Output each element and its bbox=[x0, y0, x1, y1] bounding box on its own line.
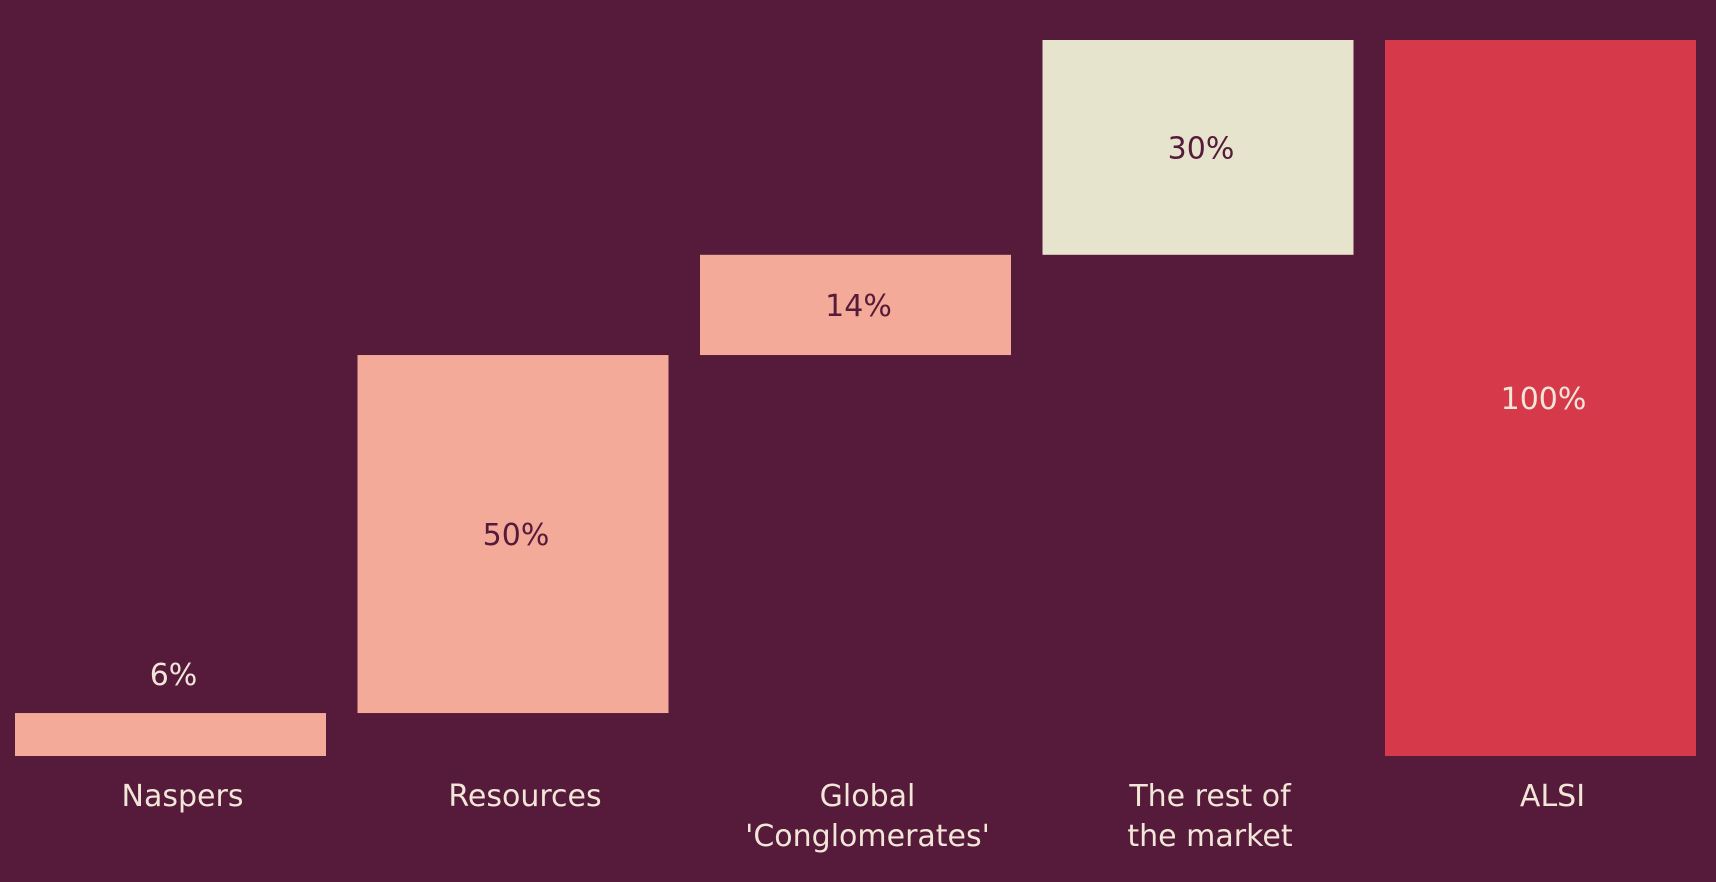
category-label-resources: Resources bbox=[448, 779, 601, 814]
value-label-the-rest-of-the-market: 30% bbox=[1168, 131, 1235, 166]
bar-the-rest-of-the-market bbox=[1042, 40, 1354, 255]
value-label-global-conglomerates: 14% bbox=[825, 289, 892, 324]
category-label-naspers: Naspers bbox=[122, 779, 244, 814]
bar-naspers bbox=[15, 713, 326, 756]
value-label-resources: 50% bbox=[483, 518, 550, 553]
bar-global-conglomerates bbox=[700, 254, 1011, 356]
category-label-global-conglomerates-line-1: Global bbox=[820, 779, 916, 814]
bar-alsi bbox=[1385, 40, 1696, 756]
category-label-global-conglomerates-line-2: 'Conglomerates' bbox=[745, 819, 990, 854]
category-label-the-rest-of-the-market-line-1: The rest of bbox=[1128, 779, 1292, 814]
category-label-alsi: ALSI bbox=[1520, 779, 1585, 814]
bar-resources bbox=[357, 355, 669, 714]
value-label-alsi: 100% bbox=[1501, 382, 1587, 417]
value-label-naspers: 6% bbox=[150, 658, 198, 693]
category-label-the-rest-of-the-market-line-2: the market bbox=[1127, 819, 1292, 854]
